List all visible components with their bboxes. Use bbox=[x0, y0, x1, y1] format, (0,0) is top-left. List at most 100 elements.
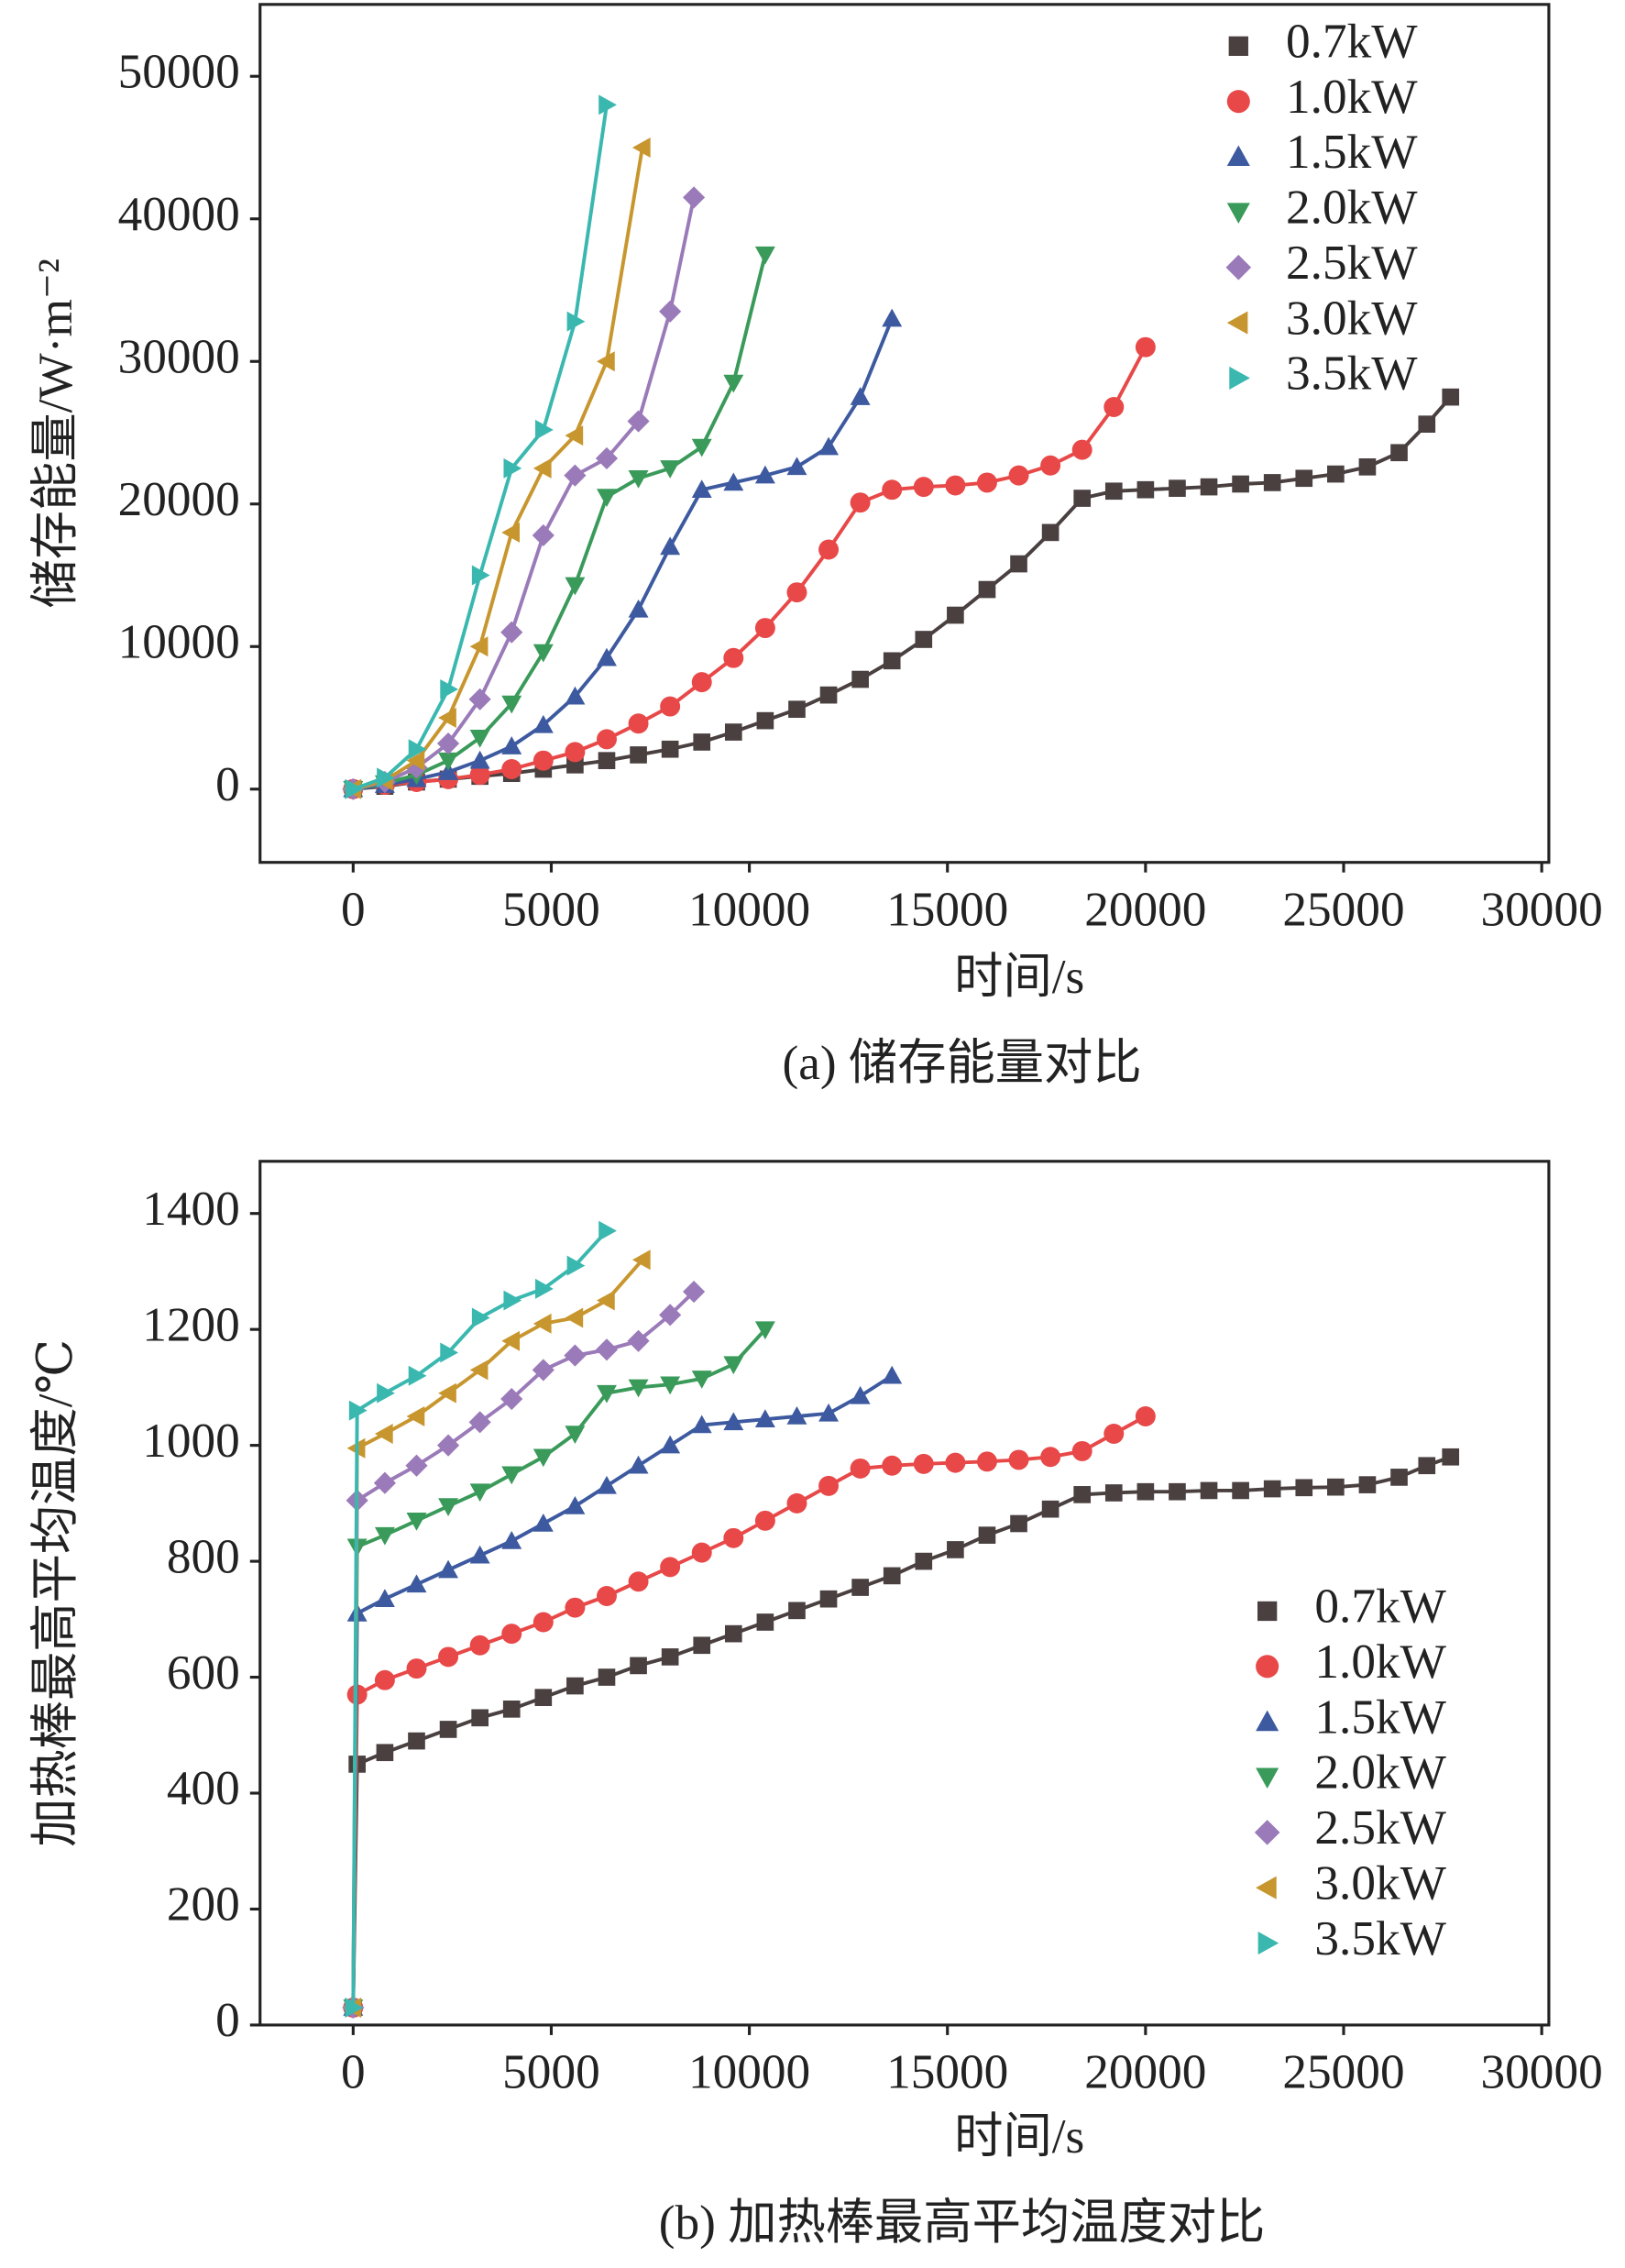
marker bbox=[1040, 455, 1061, 476]
marker bbox=[631, 1250, 651, 1271]
y-axis-label: 加热棒最高平均温度/℃ bbox=[28, 1339, 82, 1847]
marker bbox=[883, 1567, 901, 1585]
marker bbox=[1390, 1469, 1408, 1486]
marker bbox=[850, 492, 871, 513]
marker bbox=[1135, 1406, 1156, 1426]
marker bbox=[915, 631, 933, 648]
legend-label: 2.5kW bbox=[1314, 1800, 1446, 1855]
marker bbox=[501, 522, 521, 543]
legend-label: 3.5kW bbox=[1286, 347, 1418, 401]
marker bbox=[660, 460, 681, 479]
marker bbox=[566, 1677, 584, 1695]
marker bbox=[1442, 388, 1460, 406]
series-line bbox=[353, 395, 1453, 791]
legend-marker bbox=[1256, 1767, 1279, 1789]
marker bbox=[374, 1424, 393, 1444]
caption: (a) 储存能量对比 bbox=[782, 1036, 1141, 1090]
marker bbox=[660, 536, 681, 556]
marker bbox=[1010, 555, 1027, 573]
marker bbox=[1263, 1480, 1281, 1498]
marker bbox=[786, 582, 807, 603]
marker bbox=[660, 696, 681, 717]
x-tick-label: 15000 bbox=[886, 882, 1008, 936]
series-line bbox=[351, 1374, 894, 2008]
marker bbox=[628, 1379, 649, 1398]
marker bbox=[406, 1658, 427, 1679]
legend-label: 2.0kW bbox=[1314, 1745, 1446, 1800]
marker bbox=[882, 308, 903, 327]
marker bbox=[1041, 1500, 1060, 1518]
marker bbox=[1418, 1457, 1436, 1475]
marker bbox=[915, 1552, 933, 1570]
x-tick-label: 20000 bbox=[1084, 2045, 1206, 2099]
marker bbox=[501, 1330, 521, 1351]
y-tick-label: 40000 bbox=[118, 187, 240, 241]
marker bbox=[377, 1382, 395, 1404]
marker bbox=[627, 410, 650, 433]
y-tick-label: 10000 bbox=[118, 615, 240, 669]
marker bbox=[565, 742, 586, 763]
marker bbox=[754, 1409, 775, 1427]
marker bbox=[628, 599, 649, 618]
marker bbox=[565, 1426, 586, 1444]
marker bbox=[628, 713, 649, 734]
marker bbox=[533, 1612, 554, 1633]
legend-marker bbox=[1228, 36, 1248, 56]
x-axis-label: 时间/s bbox=[954, 2109, 1084, 2163]
x-tick-label: 25000 bbox=[1282, 882, 1404, 936]
legend-label: 2.0kW bbox=[1286, 181, 1418, 235]
y-tick-label: 30000 bbox=[118, 329, 240, 383]
marker bbox=[1200, 1481, 1218, 1500]
marker bbox=[469, 730, 490, 748]
marker bbox=[373, 1471, 396, 1494]
marker bbox=[535, 1278, 554, 1299]
marker bbox=[945, 1452, 966, 1473]
marker bbox=[723, 647, 744, 668]
legend-marker bbox=[1226, 311, 1248, 335]
marker bbox=[818, 539, 840, 560]
marker bbox=[661, 1648, 679, 1666]
marker bbox=[565, 425, 584, 446]
marker bbox=[598, 1668, 616, 1686]
marker bbox=[818, 436, 840, 456]
marker bbox=[471, 565, 490, 586]
marker bbox=[1104, 1484, 1123, 1502]
x-tick-label: 30000 bbox=[1481, 882, 1603, 936]
x-tick-label: 10000 bbox=[688, 882, 810, 936]
marker bbox=[1071, 1440, 1092, 1461]
legend-label: 1.0kW bbox=[1314, 1635, 1446, 1689]
marker bbox=[597, 489, 617, 507]
marker bbox=[377, 767, 395, 788]
marker bbox=[406, 750, 425, 771]
marker bbox=[598, 94, 617, 116]
marker bbox=[533, 1313, 552, 1334]
legend-label: 1.5kW bbox=[1314, 1690, 1446, 1744]
marker bbox=[693, 1636, 711, 1655]
marker bbox=[723, 374, 744, 393]
marker bbox=[1418, 415, 1436, 433]
marker bbox=[1071, 439, 1092, 460]
marker bbox=[1442, 1448, 1460, 1466]
y-tick-label: 200 bbox=[167, 1877, 240, 1932]
marker bbox=[659, 1304, 682, 1327]
y-tick-label: 1200 bbox=[142, 1297, 240, 1351]
marker bbox=[533, 457, 552, 479]
marker bbox=[978, 580, 996, 599]
marker bbox=[683, 186, 706, 209]
series-line bbox=[351, 1290, 696, 2008]
marker bbox=[533, 644, 554, 663]
marker bbox=[1169, 1482, 1186, 1501]
marker bbox=[408, 1732, 425, 1750]
marker bbox=[850, 1458, 871, 1479]
marker bbox=[683, 1280, 706, 1304]
marker bbox=[376, 1744, 394, 1762]
marker bbox=[788, 1602, 806, 1620]
marker bbox=[440, 1342, 459, 1363]
marker bbox=[883, 652, 901, 670]
marker bbox=[564, 1344, 587, 1367]
marker bbox=[1103, 397, 1125, 417]
marker bbox=[533, 1448, 554, 1468]
marker bbox=[691, 672, 712, 693]
marker bbox=[345, 778, 364, 799]
